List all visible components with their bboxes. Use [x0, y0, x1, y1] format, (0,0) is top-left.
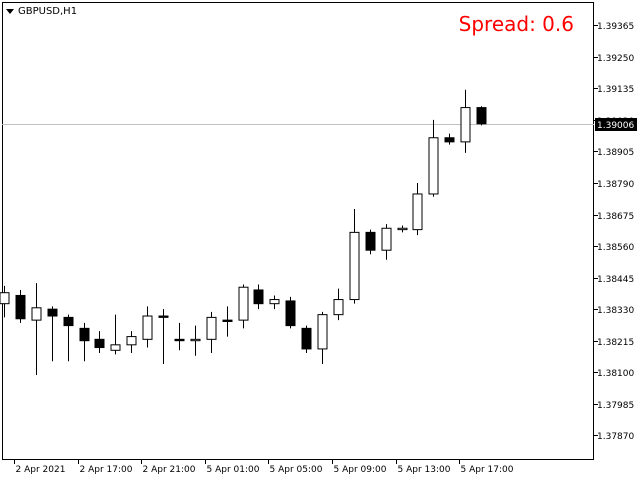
candle [174, 322, 185, 351]
y-tick-label: 1.38560 [597, 243, 634, 253]
y-tick-label: 1.38215 [597, 338, 634, 348]
candle [94, 331, 105, 354]
candle [349, 209, 360, 304]
bull-candle-body [0, 292, 10, 305]
x-tick-label: 5 Apr 05:00 [270, 465, 323, 475]
symbol-timeframe-label: GBPUSD,H1 [18, 5, 78, 17]
candle [444, 133, 455, 145]
x-tick-label: 2 Apr 17:00 [80, 465, 133, 475]
candle [63, 314, 74, 362]
triangle-down-icon[interactable] [6, 8, 14, 14]
bear-candle-body [301, 327, 312, 350]
candle [301, 325, 312, 354]
x-tick-label: 5 Apr 09:00 [334, 465, 387, 475]
candle [285, 296, 296, 329]
bull-candle-body [190, 338, 201, 342]
candle [158, 309, 169, 365]
candle [31, 283, 42, 375]
bull-candle-body [238, 286, 249, 321]
y-tick-label: 1.38100 [597, 369, 634, 379]
candle [253, 284, 264, 310]
y-tick-label: 1.38675 [597, 212, 634, 222]
y-tick-label: 1.39250 [597, 54, 634, 64]
candle [412, 183, 423, 236]
bear-candle-body [444, 137, 455, 143]
x-tick-label: 2 Apr 21:00 [143, 465, 196, 475]
bull-candle-body [333, 299, 344, 316]
current-price-label: 1.39006 [597, 121, 634, 131]
plot-area-frame [2, 2, 594, 460]
bear-candle-body [158, 315, 169, 318]
y-tick-label: 1.38905 [597, 148, 634, 158]
x-tick-label: 5 Apr 01:00 [207, 465, 260, 475]
y-tick-label: 1.37870 [597, 432, 634, 442]
candle [0, 285, 10, 318]
candles-group [0, 89, 487, 375]
candle [126, 331, 137, 354]
candle [206, 311, 217, 354]
candle [142, 306, 153, 348]
time-axis[interactable]: 2 Apr 2021 2 Apr 17:00 2 Apr 21:00 5 Apr 01… [14, 460, 514, 475]
bear-candle-body [47, 308, 58, 317]
bear-candle-body [365, 231, 376, 251]
bull-candle-body [142, 315, 153, 340]
candle [190, 325, 201, 356]
bull-candle-body [206, 316, 217, 340]
y-tick-label: 1.39365 [597, 22, 634, 32]
bear-candle-body [15, 294, 26, 320]
bull-candle-body [317, 314, 328, 350]
bull-candle-body [349, 231, 360, 301]
x-tick-label: 5 Apr 17:00 [461, 465, 514, 475]
x-tick-label: 2 Apr 2021 [16, 465, 66, 475]
bull-candle-body [269, 299, 280, 305]
bull-candle-body [110, 344, 121, 351]
y-tick-label: 1.38790 [597, 180, 634, 190]
candle [238, 284, 249, 329]
x-tick-label: 5 Apr 13:00 [398, 465, 451, 475]
candle [47, 306, 58, 362]
candle [381, 224, 392, 260]
y-tick-label: 1.38330 [597, 306, 634, 316]
bear-candle-body [79, 327, 90, 342]
bull-candle-body [126, 336, 137, 346]
bear-candle-body [285, 300, 296, 327]
bear-candle-body [63, 316, 74, 327]
bull-candle-body [31, 307, 42, 321]
current-price-tag [595, 118, 637, 131]
candle [110, 314, 121, 355]
bull-candle-body [381, 227, 392, 251]
candle [15, 289, 26, 323]
bear-candle-body [174, 338, 185, 342]
candle [333, 288, 344, 321]
candle [79, 322, 90, 362]
symbol-header[interactable]: GBPUSD,H1 [6, 4, 77, 18]
y-tick-label: 1.39135 [597, 85, 634, 95]
candle [269, 295, 280, 310]
candle [460, 89, 471, 153]
bull-candle-body [460, 107, 471, 143]
y-tick-label: 1.38445 [597, 275, 634, 285]
bear-candle-body [476, 107, 487, 125]
bear-candle-body [222, 319, 233, 323]
bull-candle-body [428, 137, 439, 195]
candle [397, 225, 408, 233]
y-tick-label: 1.37985 [597, 401, 634, 411]
price-axis[interactable]: 1.393651.392501.391351.390201.389051.387… [594, 22, 634, 442]
candle [222, 306, 233, 337]
bear-candle-body [253, 289, 264, 305]
spread-label: Spread: 0.6 [458, 12, 574, 36]
candle [365, 229, 376, 255]
candle [317, 311, 328, 365]
bear-candle-body [94, 338, 105, 349]
candle [476, 106, 487, 126]
current-price-tag-group: 1.39006 [595, 118, 637, 131]
bull-candle-body [412, 193, 423, 231]
candle [428, 119, 439, 197]
bull-candle-body [397, 227, 408, 231]
